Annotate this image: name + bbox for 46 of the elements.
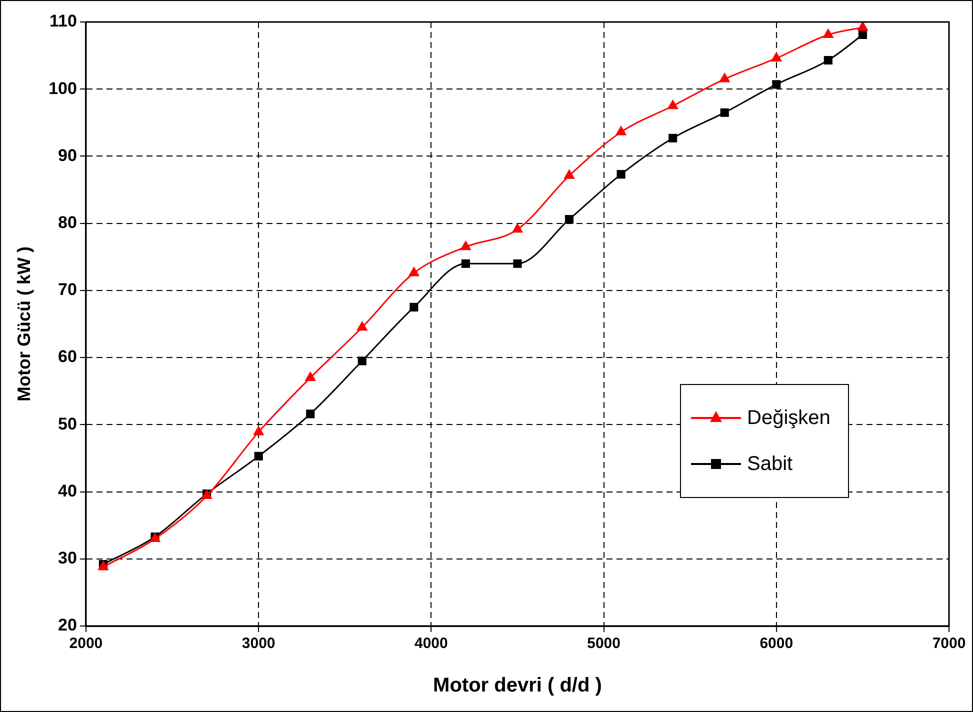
y-tick-label: 70 (58, 280, 77, 300)
point (823, 29, 834, 38)
point (668, 134, 678, 142)
point (772, 80, 781, 89)
point (254, 452, 263, 460)
point (824, 56, 832, 65)
y-tick-label: 90 (58, 146, 77, 165)
point (858, 22, 868, 31)
point (513, 259, 522, 268)
point (358, 356, 366, 366)
point (460, 241, 471, 250)
point (410, 302, 418, 312)
point (771, 52, 782, 62)
point (564, 215, 574, 224)
point (512, 224, 523, 233)
x-tick-label: 6000 (760, 635, 794, 652)
y-tick-label: 20 (58, 616, 77, 635)
y-tick-label: 100 (48, 78, 77, 98)
point (408, 267, 419, 276)
y-tick-label: 60 (58, 347, 77, 366)
point (306, 410, 315, 418)
y-tick-label: 110 (50, 12, 77, 31)
x-tick-label: 3000 (242, 635, 276, 652)
y-tick-label: 80 (58, 213, 77, 232)
x-tick-label: 5000 (587, 635, 620, 652)
legend-label: Sabit (747, 452, 793, 476)
point (720, 73, 730, 82)
point (858, 30, 867, 40)
y-tick-label: 40 (58, 481, 77, 500)
y-tick-label: 30 (58, 548, 77, 568)
point (616, 126, 626, 136)
x-tick-label: 4000 (414, 635, 448, 652)
point (720, 108, 729, 117)
y-axis-title: Motor Gücü ( kW ) (14, 246, 34, 402)
point (357, 322, 368, 331)
x-tick-label: 2000 (69, 635, 103, 652)
point (564, 170, 574, 179)
legend-label: Değişken (747, 406, 830, 430)
point (616, 170, 626, 179)
y-tick-label: 50 (58, 414, 77, 434)
point (305, 372, 316, 381)
x-axis-title: Motor devri ( d/d ) (433, 674, 602, 697)
point (253, 426, 264, 436)
x-tick-label: 7000 (932, 635, 966, 652)
point (668, 100, 678, 110)
point (461, 259, 470, 268)
